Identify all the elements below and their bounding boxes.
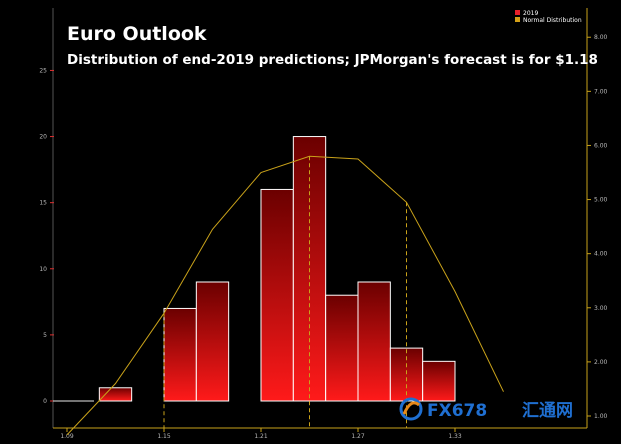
fx678-logo-icon [399,397,423,421]
left-y-tick-label: 25 [39,67,47,74]
right-y-tick-label: 3.00 [594,305,608,312]
right-y-tick-label: 7.00 [594,88,608,95]
watermark-brand: FX678 [427,401,487,421]
legend-label-2019: 2019 [523,10,538,17]
right-y-tick-label: 4.00 [594,251,608,258]
histogram-bar [163,307,197,402]
histogram-bar [260,188,294,402]
legend-label-normal: Normal Distribution [523,17,582,24]
x-tick-label: 1.09 [60,433,74,440]
right-y-tick-label: 5.00 [594,197,608,204]
histogram-bar [325,294,359,402]
left-y-ticks: 0 5 10 15 20 25 [39,67,54,405]
right-y-ticks: 1.00 2.00 3.00 4.00 5.00 6.00 7.00 8.00 [587,34,608,420]
x-tick-label: 1.33 [448,433,462,440]
watermark: FX678 汇通网 [399,397,573,421]
histogram-bar [357,281,391,402]
watermark-brand-cn: 汇通网 [522,401,573,421]
legend-background [513,8,575,25]
dashed-markers [163,156,407,428]
left-y-tick-label: 5 [43,332,47,339]
left-y-tick-label: 15 [39,200,47,207]
histogram-bar [195,281,230,402]
x-tick-label: 1.27 [351,433,365,440]
left-y-tick-label: 0 [43,398,47,405]
legend: 2019 Normal Distribution [513,8,582,25]
normal-distribution-line [66,155,504,436]
left-y-tick-label: 20 [39,134,47,141]
histogram-bar [98,387,133,402]
right-y-tick-label: 2.00 [594,359,608,366]
right-y-tick-label: 8.00 [594,34,608,41]
chart-subtitle: Distribution of end-2019 predictions; JP… [67,52,598,68]
x-tick-label: 1.15 [157,433,171,440]
histogram-bar [422,360,456,402]
chart-title: Euro Outlook [67,23,207,45]
legend-swatch-normal [515,17,520,22]
left-y-tick-label: 10 [39,266,47,273]
right-y-tick-label: 1.00 [594,413,608,420]
x-ticks: 1.09 1.15 1.21 1.27 1.33 [60,428,462,440]
x-tick-label: 1.21 [254,433,268,440]
legend-swatch-2019 [515,10,520,15]
right-y-tick-label: 6.00 [594,142,608,149]
